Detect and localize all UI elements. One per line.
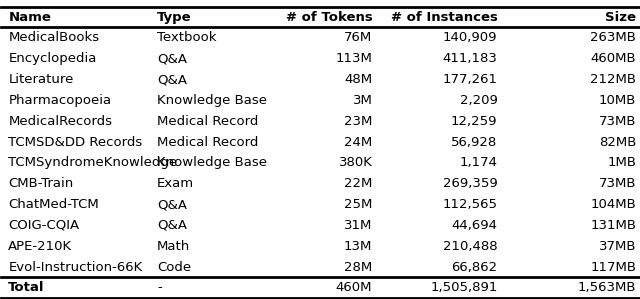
Text: 31M: 31M [344, 219, 372, 232]
Text: 56,928: 56,928 [451, 135, 497, 149]
Text: MedicalBooks: MedicalBooks [8, 31, 99, 44]
Text: Knowledge Base: Knowledge Base [157, 94, 267, 107]
Text: 113M: 113M [335, 52, 372, 65]
Text: 210,488: 210,488 [443, 240, 497, 253]
Text: TCMSD&DD Records: TCMSD&DD Records [8, 135, 143, 149]
Text: 82MB: 82MB [599, 135, 636, 149]
Text: -: - [157, 281, 162, 295]
Text: 10MB: 10MB [599, 94, 636, 107]
Text: APE-210K: APE-210K [8, 240, 72, 253]
Text: 23M: 23M [344, 115, 372, 128]
Text: 140,909: 140,909 [443, 31, 497, 44]
Text: 131MB: 131MB [590, 219, 636, 232]
Text: Q&A: Q&A [157, 52, 187, 65]
Text: Total: Total [8, 281, 45, 295]
Text: 44,694: 44,694 [452, 219, 497, 232]
Text: Pharmacopoeia: Pharmacopoeia [8, 94, 111, 107]
Text: # of Tokens: # of Tokens [285, 10, 372, 24]
Text: Code: Code [157, 260, 191, 274]
Text: 380K: 380K [339, 156, 372, 170]
Text: 117MB: 117MB [590, 260, 636, 274]
Text: Q&A: Q&A [157, 198, 187, 211]
Text: 28M: 28M [344, 260, 372, 274]
Text: Knowledge Base: Knowledge Base [157, 156, 267, 170]
Text: 1,174: 1,174 [460, 156, 497, 170]
Text: MedicalRecords: MedicalRecords [8, 115, 113, 128]
Text: Name: Name [8, 10, 51, 24]
Text: ChatMed-TCM: ChatMed-TCM [8, 198, 99, 211]
Text: 24M: 24M [344, 135, 372, 149]
Text: 177,261: 177,261 [442, 73, 497, 86]
Text: COIG-CQIA: COIG-CQIA [8, 219, 79, 232]
Text: Medical Record: Medical Record [157, 135, 259, 149]
Text: 13M: 13M [344, 240, 372, 253]
Text: 263MB: 263MB [590, 31, 636, 44]
Text: Type: Type [157, 10, 192, 24]
Text: 66,862: 66,862 [451, 260, 497, 274]
Text: 212MB: 212MB [590, 73, 636, 86]
Text: 1,505,891: 1,505,891 [430, 281, 497, 295]
Text: 73MB: 73MB [598, 115, 636, 128]
Text: 73MB: 73MB [598, 177, 636, 190]
Text: # of Instances: # of Instances [390, 10, 497, 24]
Text: Evol-Instruction-66K: Evol-Instruction-66K [8, 260, 143, 274]
Text: 25M: 25M [344, 198, 372, 211]
Text: 2,209: 2,209 [460, 94, 497, 107]
Text: Exam: Exam [157, 177, 195, 190]
Text: Q&A: Q&A [157, 219, 187, 232]
Text: 460M: 460M [336, 281, 372, 295]
Text: Math: Math [157, 240, 191, 253]
Text: 104MB: 104MB [590, 198, 636, 211]
Text: Encyclopedia: Encyclopedia [8, 52, 97, 65]
Text: TCMSyndromeKnowledge: TCMSyndromeKnowledge [8, 156, 177, 170]
Text: 112,565: 112,565 [442, 198, 497, 211]
Text: Medical Record: Medical Record [157, 115, 259, 128]
Text: 37MB: 37MB [598, 240, 636, 253]
Text: 1MB: 1MB [607, 156, 636, 170]
Text: 48M: 48M [344, 73, 372, 86]
Text: CMB-Train: CMB-Train [8, 177, 74, 190]
Text: 411,183: 411,183 [443, 52, 497, 65]
Text: Q&A: Q&A [157, 73, 187, 86]
Text: Literature: Literature [8, 73, 74, 86]
Text: 269,359: 269,359 [443, 177, 497, 190]
Text: 3M: 3M [353, 94, 372, 107]
Text: 460MB: 460MB [591, 52, 636, 65]
Text: Size: Size [605, 10, 636, 24]
Text: 76M: 76M [344, 31, 372, 44]
Text: 1,563MB: 1,563MB [578, 281, 636, 295]
Text: 22M: 22M [344, 177, 372, 190]
Text: 12,259: 12,259 [451, 115, 497, 128]
Text: Textbook: Textbook [157, 31, 217, 44]
